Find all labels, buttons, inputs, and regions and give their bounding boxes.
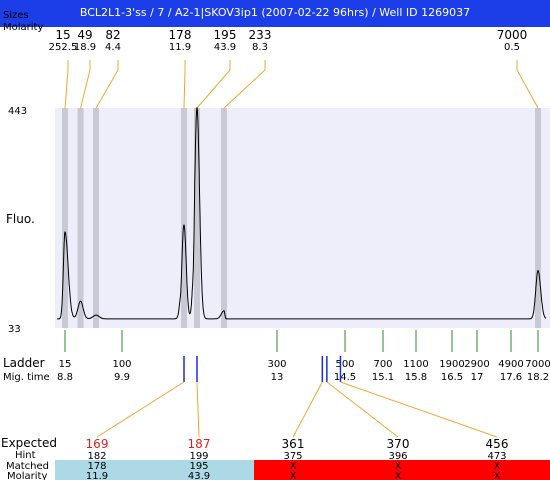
peak-leader-line	[223, 69, 266, 109]
ladder-size-label: 100	[112, 359, 131, 370]
fluorescence-trace	[57, 106, 547, 320]
peak-leader-line	[64, 69, 69, 109]
expected-size: 361	[282, 437, 305, 451]
hint-size: 182	[87, 451, 106, 462]
fluo-axis-label: Fluo.	[6, 212, 35, 226]
expected-row-label: Expected	[1, 436, 57, 450]
matched-band	[55, 460, 254, 480]
peak-size-label: 7000	[497, 28, 528, 42]
matched-size: 178	[87, 461, 106, 472]
matched-size: X	[494, 461, 501, 472]
matched-molarity: 43.9	[188, 471, 210, 480]
trace-group	[57, 106, 547, 320]
peak-molarity-label: 18.9	[74, 42, 96, 53]
y-axis-min-label: 33	[8, 324, 21, 335]
ladder-row-label: Ladder	[3, 356, 45, 370]
ladder-size-label: 2900	[464, 359, 489, 370]
matched-molarity: X	[290, 471, 297, 480]
ladder-mig-time-label: 15.1	[372, 372, 394, 383]
ladder-mig-time-label: 9.9	[114, 372, 130, 383]
peak-bands	[62, 108, 541, 328]
peak-leader-line	[183, 69, 186, 109]
peak-leader-line	[95, 69, 119, 109]
matched-molarity: 11.9	[86, 471, 108, 480]
matched-molarity: X	[494, 471, 501, 480]
ladder-mig-time-label: 16.5	[441, 372, 463, 383]
peak-molarity-label: 11.9	[169, 42, 191, 53]
peak-band	[181, 108, 187, 328]
matched-molarity: X	[395, 471, 402, 480]
y-axis-max-label: 443	[8, 106, 27, 117]
ladder-size-label: 700	[373, 359, 392, 370]
expected-leader-line	[96, 381, 185, 438]
peak-leader-line	[80, 69, 91, 109]
ladder-mig-time-label: 15.8	[405, 372, 427, 383]
matched-size: 195	[189, 461, 208, 472]
expected-leader-line	[326, 381, 399, 438]
peak-molarity-label: 43.9	[214, 42, 236, 53]
hint-size: 199	[189, 451, 208, 462]
ladder-mig-time-label: 18.2	[527, 372, 549, 383]
peak-leader-line	[516, 69, 539, 109]
expected-size: 370	[387, 437, 410, 451]
hint-size: 375	[283, 451, 302, 462]
peak-molarity-label: 0.5	[504, 42, 520, 53]
matched-size: X	[290, 461, 297, 472]
peak-size-label: 178	[169, 28, 192, 42]
expected-size: 187	[188, 437, 211, 451]
peak-molarity-label: 8.3	[252, 42, 268, 53]
peak-size-label: 15	[55, 28, 70, 42]
unmatched-band	[254, 460, 550, 480]
ladder-size-label: 1100	[403, 359, 428, 370]
ladder-size-label: 1900	[439, 359, 464, 370]
ladder-size-label: 15	[59, 359, 72, 370]
hint-row-label: Hint	[15, 450, 36, 461]
peak-band	[535, 108, 541, 328]
expected-size: 169	[86, 437, 109, 451]
peak-molarity-label: 4.4	[105, 42, 121, 53]
peak-band	[62, 108, 68, 328]
peak-size-label: 82	[105, 28, 120, 42]
expected-size: 456	[486, 437, 509, 451]
ladder-mig-time-label: 17	[471, 372, 484, 383]
matched-size: X	[395, 461, 402, 472]
ladder-size-label: 4900	[498, 359, 523, 370]
hint-size: 396	[388, 451, 407, 462]
peak-leader-line	[196, 69, 231, 109]
expected-leader-line	[292, 381, 323, 438]
peak-band	[194, 108, 200, 328]
sizes-row-label: Sizes	[3, 10, 29, 21]
matched-row-label: Matched	[6, 461, 49, 472]
peak-size-label: 195	[214, 28, 237, 42]
header-bar	[0, 0, 550, 27]
peak-band	[221, 108, 227, 328]
peak-size-label: 233	[249, 28, 272, 42]
hint-size: 473	[487, 451, 506, 462]
peak-size-label: 49	[77, 28, 92, 42]
ladder-mig-time-label: 13	[271, 372, 284, 383]
header-title: BCL2L1-3'ss / 7 / A2-1|SKOV3ip1 (2007-02…	[79, 6, 471, 19]
mig-time-row-label: Mig. time	[3, 372, 50, 383]
expected-leader-line	[196, 381, 200, 438]
ladder-group: 15 8.8 100 9.9 300 13 500 14.5 700 15.1 1100 15.8 19…	[57, 330, 550, 383]
ladder-mig-time-label: 17.6	[500, 372, 522, 383]
expected-leader-line	[340, 381, 498, 438]
ladder-mig-time-label: 8.8	[57, 372, 73, 383]
ladder-size-label: 7000	[525, 359, 550, 370]
peak-band	[93, 108, 100, 328]
plot-area	[55, 108, 550, 328]
ladder-mig-time-label: 14.5	[334, 372, 356, 383]
peak-band	[77, 108, 84, 328]
bottom-molarity-row-label: Molarity	[7, 471, 47, 480]
ladder-size-label: 300	[267, 359, 286, 370]
peak-molarity-label: 252.5	[49, 42, 78, 53]
molarity-row-label: Molarity	[3, 22, 43, 33]
ladder-size-label: 500	[335, 359, 354, 370]
expected-group: 16918217811.918719919543.9361375XX370396…	[55, 381, 550, 480]
